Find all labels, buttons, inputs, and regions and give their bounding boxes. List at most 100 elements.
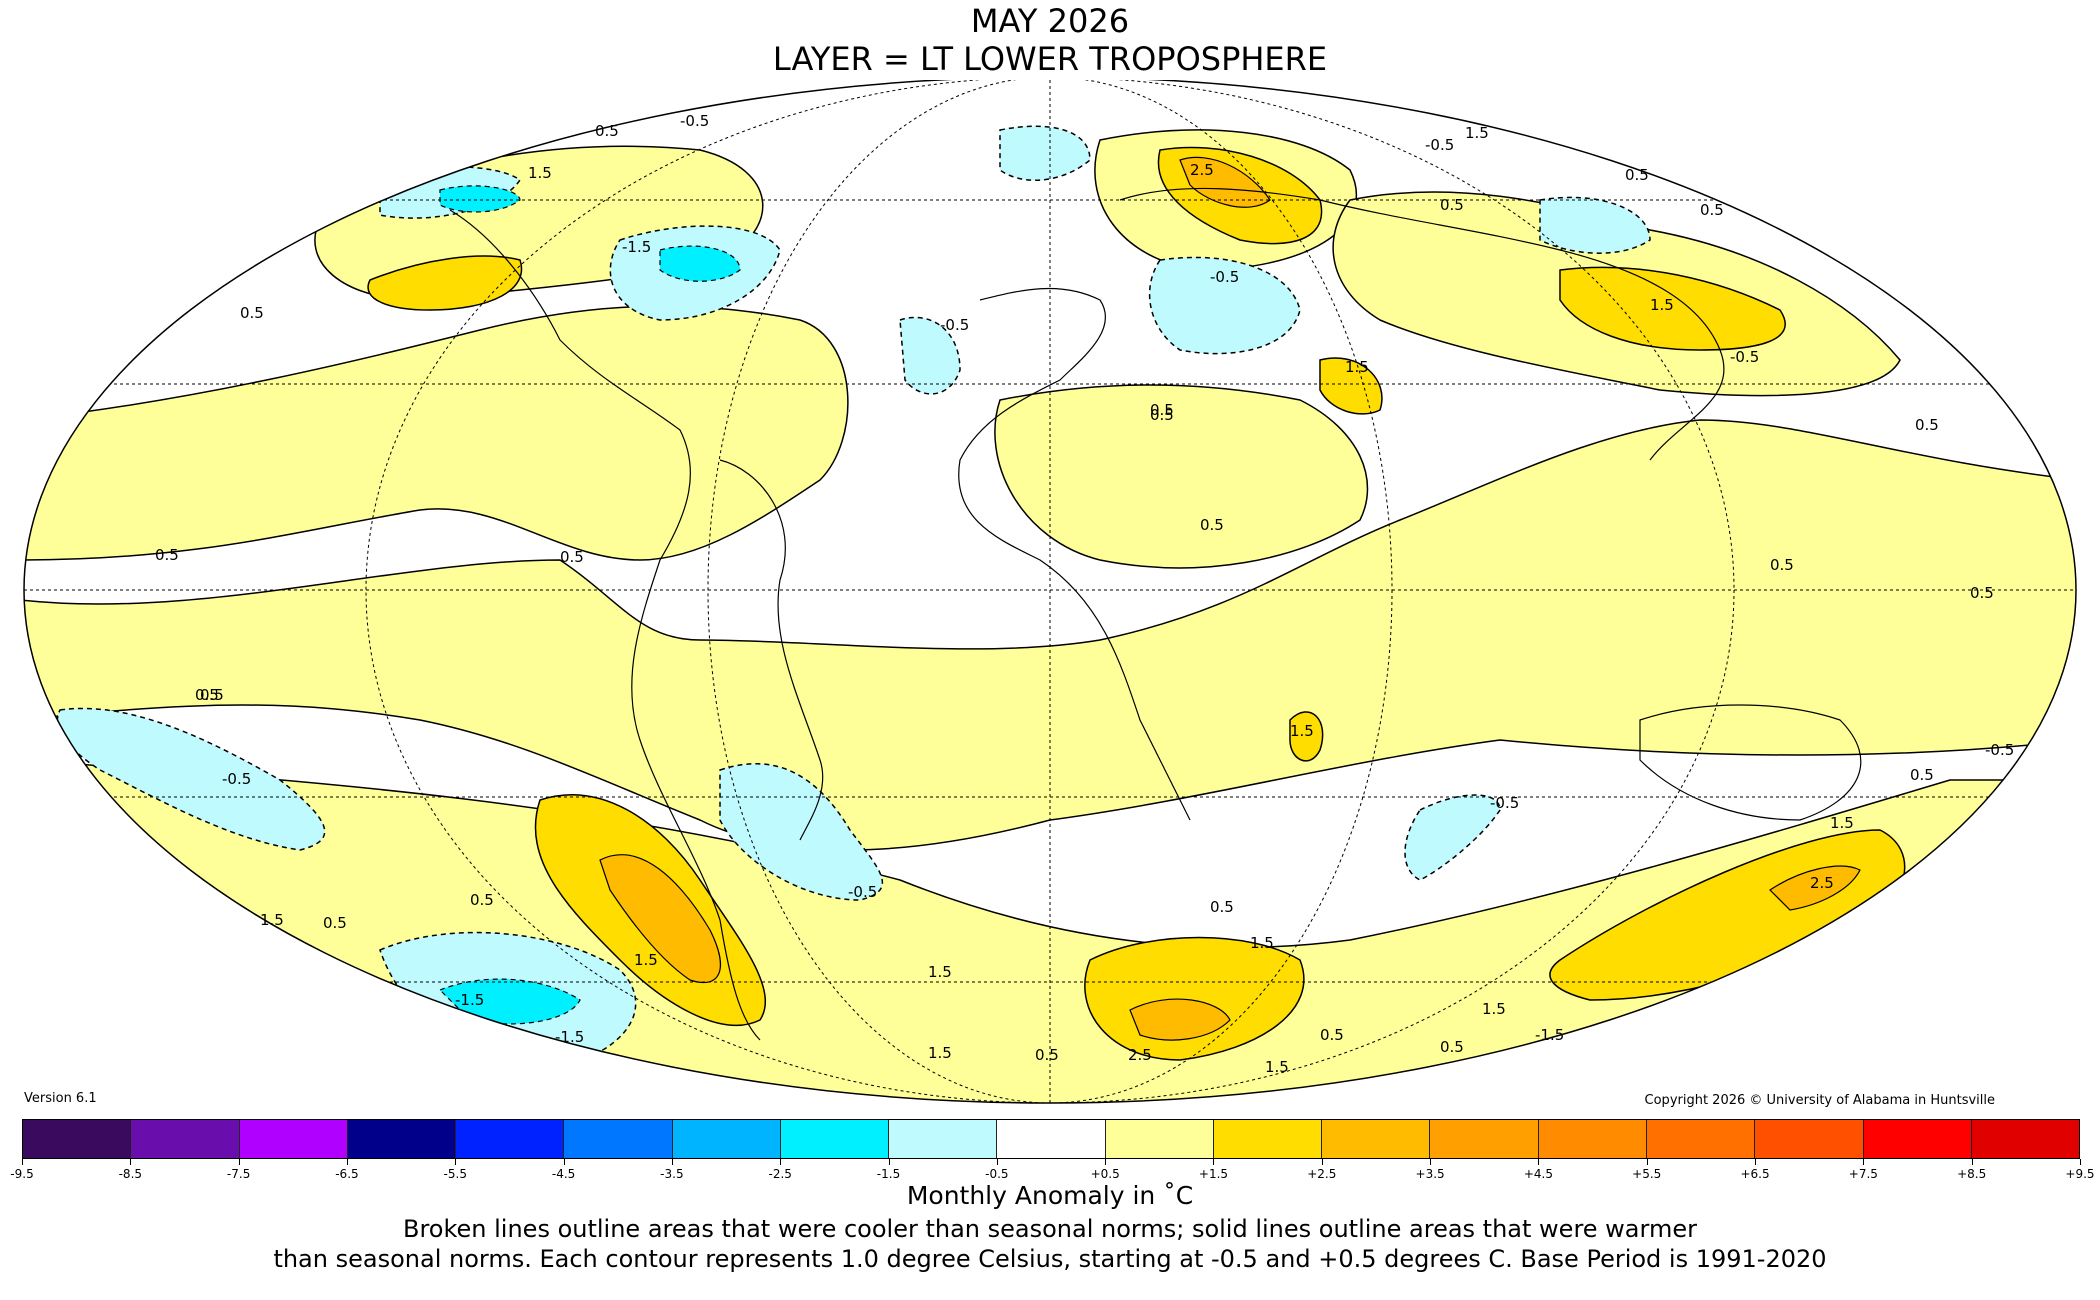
contour-label: -1.5 [1535,1026,1564,1044]
contour-label: 0.5 [470,891,494,909]
legend-tick-label: -2.5 [768,1167,792,1181]
contour-label: 1.5 [1830,814,1854,832]
legend-tick [1863,1159,1865,1165]
contour-label: 1.5 [928,963,952,981]
legend-color-swatch [564,1120,673,1158]
legend-color-swatch [1863,1120,1972,1158]
contour-label: 0.5 [1910,766,1934,784]
map-subtitle: LAYER = LT LOWER TROPOSPHERE [772,40,1328,78]
legend-color-swatch [1538,1120,1647,1158]
legend-tick-label: -5.5 [443,1167,467,1181]
legend-tick [996,1159,998,1165]
warm-anomaly-regions-peak [599,156,1861,1041]
contour-label: -1.5 [455,991,484,1009]
contour-label: 0.5 [1150,401,1174,419]
color-legend-ticks: -9.5 -8.5 -7.5 -6.5 -5.5 -4.5 -3.5 -2.5 -1.5 -0.5… [10,1159,2095,1181]
contour-labels: 0.5 -0.5 1.5 -1.5 0.5 0.5 0.5 -0.5 1.5 0… [155,112,2014,1076]
legend-tick [346,1159,348,1165]
legend-color-swatch [23,1120,132,1158]
legend-tick-label: +4.5 [1523,1167,1553,1181]
contour-label: 0.5 [560,548,584,566]
legend-tick-label: -6.5 [335,1167,359,1181]
contour-label: 0.5 [1440,196,1464,214]
contour-label: 1.5 [1482,1000,1506,1018]
legend-tick [780,1159,782,1165]
legend-tick [1538,1159,1540,1165]
legend-color-swatch [1430,1120,1539,1158]
legend-color-swatch [889,1120,998,1158]
legend-tick-label: -9.5 [10,1167,34,1181]
legend-tick-label: -3.5 [660,1167,684,1181]
contour-label: 1.5 [1345,358,1369,376]
legend-tick [563,1159,565,1165]
contour-label: -0.5 [222,770,251,788]
legend-tick [1971,1159,1973,1165]
legend-tick [1105,1159,1107,1165]
contour-label: -0.5 [1985,741,2014,759]
legend-tick-label: -4.5 [551,1167,576,1181]
legend-color-swatch [672,1120,781,1158]
legend-tick-label: -0.5 [985,1167,1009,1181]
legend-tick [888,1159,890,1165]
contour-label: 0.5 [1035,1046,1059,1064]
contour-label: -0.5 [940,316,969,334]
legend-color-swatch [1105,1120,1214,1158]
contour-label: 0.5 [1770,556,1794,574]
contour-label: 1.5 [634,951,658,969]
legend-color-swatch [456,1120,565,1158]
contour-label: 2.5 [1128,1046,1152,1064]
legend-tick [1755,1159,1757,1165]
legend-color-swatch [347,1120,457,1158]
contour-label: 1.5 [1465,124,1489,142]
legend-tick [1430,1159,1432,1165]
legend-tick [1646,1159,1648,1165]
legend-tick-label: +9.5 [2065,1167,2095,1181]
legend-tick [671,1159,673,1165]
contour-label: 0.5 [1625,166,1649,184]
contour-label: 0.5 [200,686,224,704]
caption-line-1: Broken lines outline areas that were coo… [403,1215,1697,1243]
contour-label: 2.5 [1810,874,1834,892]
legend-tick-label: +2.5 [1307,1167,1337,1181]
legend-tick-label: +0.5 [1090,1167,1120,1181]
contour-label: 1.5 [528,164,552,182]
contour-label: 0.5 [323,914,347,932]
legend-unit-label: Monthly Anomaly in ˚C [906,1181,1194,1210]
legend-tick [130,1159,132,1165]
contour-label: 0.5 [1200,516,1224,534]
legend-tick-label: +8.5 [1957,1167,1987,1181]
legend-color-swatch [131,1120,240,1158]
contour-label: 1.5 [928,1044,952,1062]
legend-color-swatch [239,1120,348,1158]
legend-tick [455,1159,457,1165]
legend-tick-label: +1.5 [1198,1167,1229,1181]
contour-label: 0.5 [595,122,619,140]
contour-label: 1.5 [1290,722,1314,740]
contour-label: 1.5 [1265,1058,1289,1076]
contour-label: -0.5 [1425,136,1454,154]
contour-label: 0.5 [1210,898,1234,916]
contour-label: -0.5 [1730,348,1759,366]
legend-color-swatch [780,1120,890,1158]
contour-label: 0.5 [1970,584,1994,602]
legend-color-swatch [1646,1120,1756,1158]
legend-tick-label: +3.5 [1415,1167,1445,1181]
cool-anomaly-regions-strong [438,185,741,1025]
coastlines [449,187,1862,1041]
copyright-label: Copyright 2026 © University of Alabama i… [1644,1093,1995,1108]
legend-tick [22,1159,23,1165]
contour-label: 2.5 [1190,161,1214,179]
legend-tick-label: +7.5 [1848,1167,1878,1181]
legend-tick-label: -8.5 [118,1167,143,1181]
legend-color-swatch [997,1120,1106,1158]
legend-tick [1213,1159,1215,1165]
legend-color-swatch [1322,1120,1431,1158]
legend-color-swatch [1213,1120,1323,1158]
map-title: MAY 2026 [970,2,1130,40]
contour-label: 1.5 [1250,934,1274,952]
legend-tick [2080,1159,2081,1165]
contour-label: 0.5 [240,304,264,322]
contour-label: 1.5 [1650,296,1674,314]
contour-label: 1.5 [260,911,284,929]
contour-label: -0.5 [1210,268,1239,286]
